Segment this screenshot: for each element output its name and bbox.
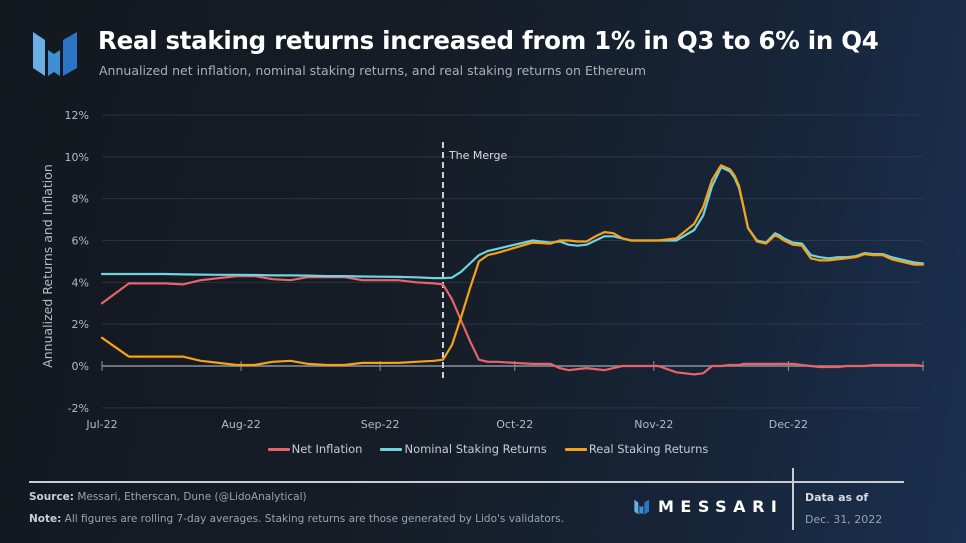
x-tick-label: Jul-22	[85, 418, 117, 431]
x-tick-label: Aug-22	[221, 418, 260, 431]
real-staking-returns-line	[100, 164, 925, 367]
legend-label: Real Staking Returns	[588, 442, 709, 456]
annotations: The Merge	[441, 142, 508, 380]
legend-item-net-inflation[interactable]: Net Inflation	[267, 442, 363, 456]
source-note: Source: Messari, Etherscan, Dune (@LidoA…	[29, 491, 307, 503]
note-label: Note:	[29, 513, 62, 525]
y-tick-labels: -2% 0% 2% 4% 6% 8% 10% 12%	[65, 109, 89, 415]
methodology-note: Note: All figures are rolling 7-day aver…	[29, 513, 564, 525]
legend-swatch-net-inflation	[267, 447, 290, 451]
y-tick-label: 6%	[72, 235, 89, 248]
source-label: Source:	[29, 491, 74, 503]
series-lines	[100, 164, 925, 376]
footer-divider	[29, 481, 904, 483]
y-tick-label: 12%	[65, 109, 89, 122]
data-as-of-label: Data as of	[805, 491, 869, 504]
footer-vertical-divider	[792, 468, 794, 530]
merge-annotation-label: The Merge	[448, 149, 508, 162]
messari-logo-icon	[33, 32, 77, 76]
x-tick-labels: Jul-22 Aug-22 Sep-22 Oct-22 Nov-22 Dec-22	[85, 418, 808, 431]
x-tick-label: Dec-22	[769, 418, 808, 431]
data-as-of-date: Dec. 31, 2022	[805, 513, 883, 526]
legend-label: Nominal Staking Returns	[404, 442, 547, 456]
y-tick-label: -2%	[68, 402, 89, 415]
y-tick-label: 2%	[72, 318, 89, 331]
brand-wordmark: MESSARI	[658, 497, 784, 516]
net-inflation-line	[100, 275, 925, 376]
chart-subtitle: Annualized net inflation, nominal stakin…	[99, 63, 647, 78]
legend-item-nominal-staking-returns[interactable]: Nominal Staking Returns	[380, 442, 547, 456]
legend-label: Net Inflation	[291, 442, 363, 456]
legend-swatch-real	[564, 447, 587, 451]
x-tick-label: Sep-22	[361, 418, 400, 431]
x-tick-label: Oct-22	[496, 418, 533, 431]
x-tick-label: Nov-22	[634, 418, 673, 431]
y-tick-label: 10%	[65, 151, 89, 164]
source-text: Messari, Etherscan, Dune (@LidoAnalytica…	[73, 491, 307, 503]
legend: Net Inflation Nominal Staking Returns Re…	[0, 442, 966, 456]
chart-title: Real staking returns increased from 1% i…	[98, 26, 879, 55]
y-tick-label: 0%	[72, 360, 89, 373]
legend-swatch-nominal	[380, 447, 403, 451]
nominal-staking-returns-line	[100, 166, 925, 280]
y-tick-label: 4%	[72, 276, 89, 289]
messari-brand: MESSARI	[632, 497, 783, 516]
y-axis-label: Annualized Returns and Inflation	[40, 164, 55, 368]
y-tick-label: 8%	[72, 193, 89, 206]
legend-item-real-staking-returns[interactable]: Real Staking Returns	[564, 442, 709, 456]
messari-logo-small-icon	[634, 499, 649, 514]
note-text: All figures are rolling 7-day averages. …	[61, 513, 564, 525]
